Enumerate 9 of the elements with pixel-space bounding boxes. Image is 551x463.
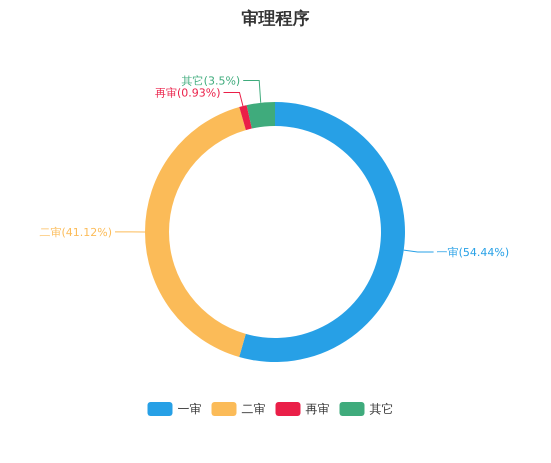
data-label: 二审(41.12%) xyxy=(39,226,112,239)
chart-title: 审理程序 xyxy=(242,9,310,29)
legend-label: 一审 xyxy=(178,402,202,416)
legend-label: 其它 xyxy=(370,402,394,416)
data-label: 其它(3.5%) xyxy=(182,74,240,88)
data-label: 再审(0.93%) xyxy=(154,86,220,100)
legend-label: 二审 xyxy=(242,402,266,416)
data-label: 一审(54.44%) xyxy=(436,246,510,260)
legend-label: 再审 xyxy=(306,402,330,416)
